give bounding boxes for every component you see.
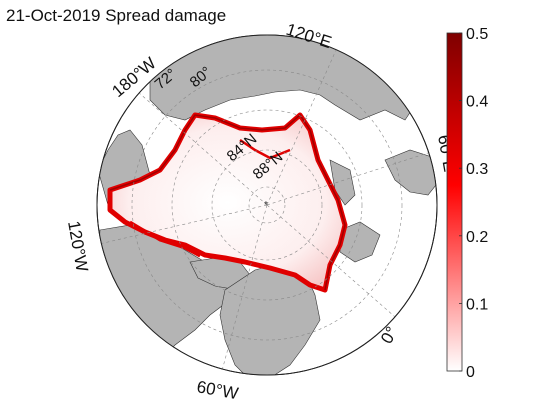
land-svalbard xyxy=(339,221,381,263)
colorbar-tick-label: 0.5 xyxy=(466,26,488,43)
colorbar-tick-label: 0.2 xyxy=(466,229,488,246)
colorbar-tick-label: 0.3 xyxy=(466,161,488,178)
land-franz-josef xyxy=(329,159,356,206)
ice-damage-streak xyxy=(239,138,291,160)
lon-label-120w: 120°W xyxy=(64,219,92,273)
map-title: 21-Oct-2019 Spread damage xyxy=(6,6,227,25)
land-novaya-zemlya xyxy=(384,149,437,196)
graticule xyxy=(97,35,437,375)
lon-label-60w: 60°W xyxy=(195,377,239,403)
pole-marker: * xyxy=(264,200,268,211)
colorbar-tick-label: 0 xyxy=(466,364,475,381)
ice-edge-dark xyxy=(109,113,346,291)
colorbar-tick-label: 0.4 xyxy=(466,94,488,111)
colorbar-ticks: 0 0.1 0.2 0.3 0.4 0.5 xyxy=(459,26,488,381)
damage-field xyxy=(107,112,348,293)
globe-border xyxy=(96,34,438,376)
ice-edge-channel xyxy=(129,220,201,258)
colorbar-tick-label: 0.1 xyxy=(466,296,488,313)
colorbar xyxy=(446,32,463,372)
